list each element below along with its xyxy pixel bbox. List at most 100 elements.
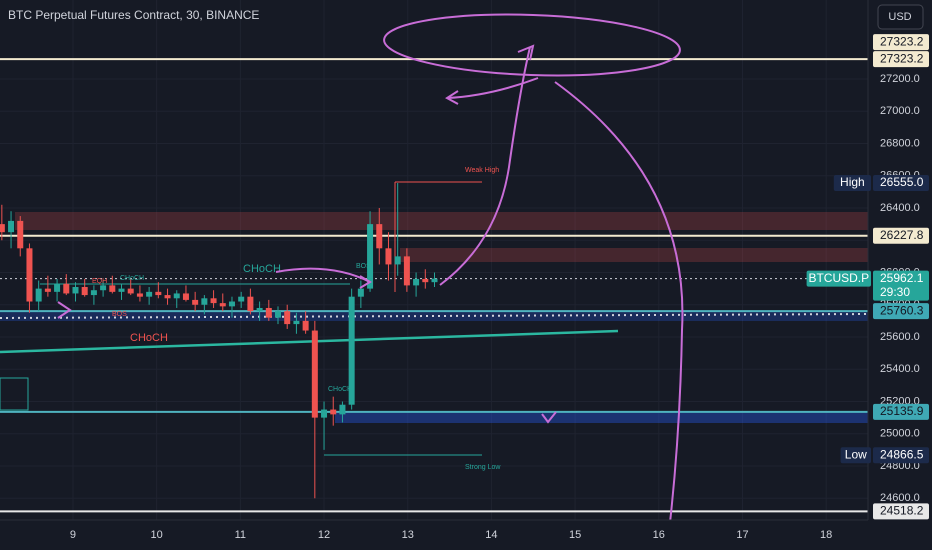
candle-body bbox=[210, 298, 217, 304]
tag-name: High bbox=[840, 175, 865, 189]
y-tick-label: 27200.0 bbox=[880, 73, 920, 85]
candle-body bbox=[109, 285, 116, 292]
price-tag bbox=[873, 403, 929, 420]
demand-zone bbox=[0, 311, 873, 321]
price-tag bbox=[873, 51, 929, 68]
candle-body bbox=[413, 278, 420, 286]
candle-body bbox=[348, 296, 355, 405]
annotation: BOS bbox=[112, 311, 127, 318]
x-tick-label: 13 bbox=[402, 529, 414, 541]
candle-body bbox=[330, 409, 337, 415]
candle-body bbox=[90, 290, 97, 296]
x-tick-label: 17 bbox=[736, 529, 748, 541]
time-axis bbox=[0, 520, 932, 550]
trend-line bbox=[0, 329, 619, 354]
supply-zone bbox=[15, 212, 873, 230]
candle-body bbox=[0, 224, 5, 233]
y-tick-label: 26400.0 bbox=[880, 202, 920, 214]
annotation: CHoCH bbox=[243, 263, 281, 275]
candle-body bbox=[431, 278, 438, 283]
candle-body bbox=[100, 285, 107, 291]
annotation: CHoCH bbox=[130, 332, 168, 344]
price-tag-label: 24518.2 bbox=[880, 504, 924, 518]
candle-body bbox=[339, 404, 346, 415]
candle-body bbox=[146, 291, 153, 297]
candle-body bbox=[127, 288, 134, 294]
candle-body bbox=[118, 288, 125, 292]
price-tag-label: 27323.2 bbox=[880, 34, 924, 48]
tag-name-box bbox=[833, 175, 871, 192]
dotted-line bbox=[0, 313, 869, 319]
candle-body bbox=[182, 293, 189, 300]
candle-body bbox=[265, 307, 272, 318]
ellipse-drawing bbox=[383, 13, 681, 77]
candle-body bbox=[173, 293, 180, 299]
candle-body bbox=[201, 298, 208, 305]
x-tick-label: 11 bbox=[235, 529, 246, 541]
candle-body bbox=[81, 287, 88, 296]
price-tag bbox=[873, 447, 929, 464]
arrow-head bbox=[57, 301, 72, 319]
annotation: CHoCH bbox=[120, 275, 144, 282]
candle-body bbox=[26, 248, 33, 302]
candle-body bbox=[385, 248, 392, 265]
candle-body bbox=[394, 256, 401, 265]
price-lines bbox=[0, 58, 868, 513]
price-tag-label: 25962.1 bbox=[880, 271, 924, 285]
candle-body bbox=[302, 320, 309, 331]
annotation: Weak High bbox=[465, 167, 499, 174]
price-tags: 27323.227323.226555.0High26227.825962.12… bbox=[806, 34, 929, 520]
candle-body bbox=[256, 307, 263, 312]
candle-body bbox=[44, 288, 51, 292]
price-tag-label: 24866.5 bbox=[880, 447, 924, 461]
price-tag-label: 25760.3 bbox=[880, 303, 924, 317]
candle-body bbox=[247, 296, 254, 312]
candle-body bbox=[403, 256, 410, 286]
demand-zone bbox=[335, 411, 873, 423]
y-tick-label: 26800.0 bbox=[880, 137, 920, 149]
candle-body bbox=[284, 311, 291, 325]
box bbox=[0, 377, 29, 411]
candle-body bbox=[275, 311, 282, 318]
candle-body bbox=[376, 224, 383, 249]
y-tick-label: 25600.0 bbox=[880, 331, 920, 343]
candle-body bbox=[321, 409, 328, 418]
candle-body bbox=[72, 287, 79, 294]
tag-name-box bbox=[840, 447, 871, 464]
currency-button[interactable] bbox=[877, 4, 924, 30]
price-tag bbox=[873, 303, 929, 320]
x-tick-label: 10 bbox=[151, 529, 163, 541]
annotation: BOS bbox=[356, 263, 371, 270]
price-tag bbox=[873, 227, 929, 244]
candle-body bbox=[293, 320, 300, 325]
candle-body bbox=[357, 288, 364, 297]
candle-body bbox=[422, 278, 429, 283]
y-tick-label: 25400.0 bbox=[880, 363, 920, 375]
annotation: EQH bbox=[92, 278, 107, 285]
candle-body bbox=[228, 301, 235, 307]
candle-body bbox=[54, 283, 61, 292]
countdown: 29:30 bbox=[880, 285, 910, 299]
candle-body bbox=[367, 224, 374, 289]
candle-body bbox=[164, 295, 171, 299]
price-tag bbox=[873, 34, 929, 51]
candle-body bbox=[17, 220, 24, 249]
price-tag-label: 26227.8 bbox=[880, 228, 924, 242]
price-tag bbox=[873, 175, 929, 192]
y-tick-label: 25000.0 bbox=[880, 428, 920, 440]
candle-body bbox=[63, 283, 70, 294]
price-tag bbox=[873, 503, 929, 520]
arrow-head bbox=[517, 44, 535, 61]
arrow-head bbox=[541, 411, 557, 424]
candle-body bbox=[35, 288, 42, 302]
price-tag-label: 27323.2 bbox=[880, 51, 924, 65]
y-tick-label: 27000.0 bbox=[880, 105, 920, 117]
arrow-head bbox=[445, 90, 459, 105]
currency[interactable]: USD bbox=[888, 11, 911, 23]
candle-body bbox=[192, 299, 199, 305]
x-tick-label: 18 bbox=[820, 529, 832, 541]
chart-title: BTC Perpetual Futures Contract, 30, BINA… bbox=[8, 8, 259, 22]
grid bbox=[0, 0, 868, 520]
candle-body bbox=[155, 291, 162, 296]
